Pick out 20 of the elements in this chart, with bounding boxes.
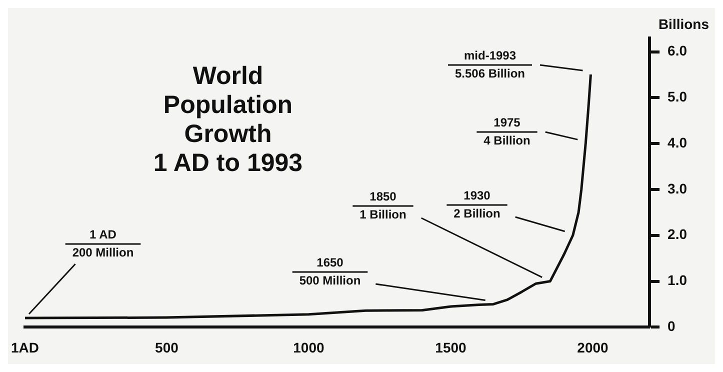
text: World Population Growth 1 AD to 1993 bbox=[152, 62, 304, 178]
y-tick-label: 0 bbox=[668, 318, 676, 334]
y-tick-label: 5.0 bbox=[668, 88, 688, 105]
annotation: mid-1993 5.506 Billion bbox=[454, 48, 526, 80]
x-tick-label: 1000 bbox=[293, 339, 325, 356]
y-tick-label: 3.0 bbox=[668, 180, 688, 196]
x-tick-label: 1AD bbox=[10, 339, 40, 356]
x-tick-label: 2000 bbox=[577, 339, 609, 356]
y-tick-label: 6.0 bbox=[668, 42, 688, 59]
y-tick-label: 1.0 bbox=[668, 272, 688, 288]
x-tick-label: 500 bbox=[155, 339, 179, 356]
annotation: 1975 4 Billion bbox=[484, 115, 530, 148]
y-axis-title: Billions bbox=[658, 16, 709, 32]
annotation: 1930 2 Billion bbox=[454, 188, 500, 220]
x-tick-label: 1500 bbox=[435, 339, 467, 356]
annotation: 1650 500 Million bbox=[299, 255, 361, 288]
annotation: 1850 1 Billion bbox=[360, 189, 406, 222]
y-tick-label: 4.0 bbox=[668, 134, 688, 150]
y-tick-label: 2.0 bbox=[668, 226, 688, 242]
annotation: 1 AD 200 Million bbox=[72, 227, 134, 260]
